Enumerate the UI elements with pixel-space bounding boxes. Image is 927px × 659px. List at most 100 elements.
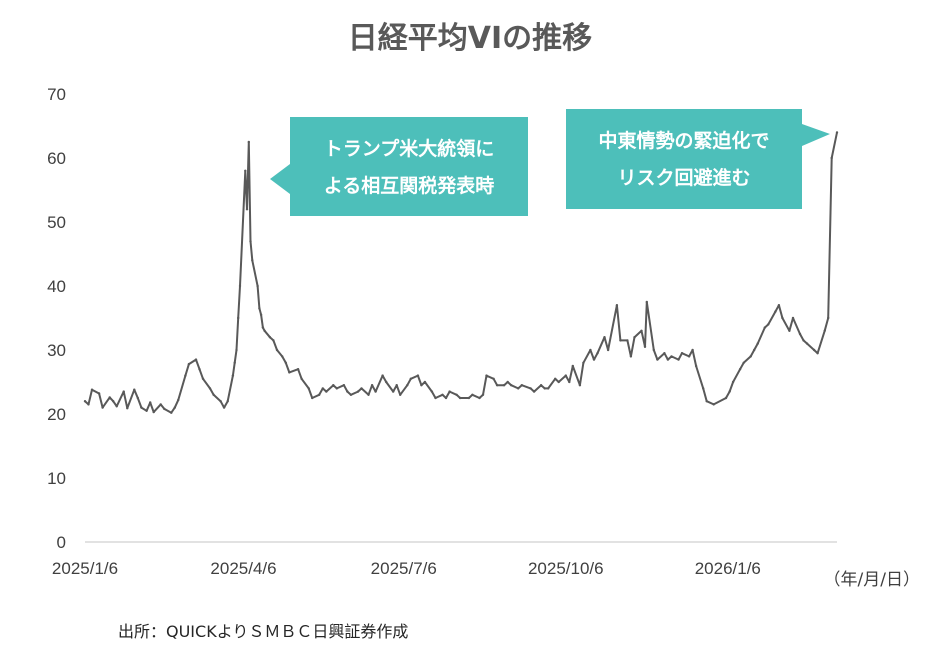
- data-point: [325, 390, 328, 393]
- data-point: [367, 393, 370, 396]
- data-point: [788, 329, 791, 332]
- data-point: [434, 396, 437, 400]
- data-point: [300, 377, 303, 380]
- data-point: [510, 384, 513, 387]
- data-point: [416, 374, 420, 377]
- data-point: [455, 393, 458, 396]
- annotation-tariff-box: [270, 117, 528, 216]
- data-point: [284, 361, 287, 364]
- data-point: [749, 355, 752, 358]
- data-point: [666, 358, 670, 361]
- y-tick-label: 20: [47, 405, 66, 424]
- data-point: [802, 339, 805, 342]
- y-tick-label: 50: [47, 213, 66, 232]
- series-line: [84, 132, 838, 414]
- data-point: [478, 396, 481, 400]
- data-point: [640, 329, 643, 332]
- data-point: [346, 390, 349, 393]
- data-point: [663, 352, 666, 355]
- x-unit-label: （年/月/日）: [824, 570, 920, 590]
- annotation-mideast-box: [566, 109, 830, 209]
- data-point: [467, 396, 471, 400]
- data-point: [321, 387, 324, 390]
- data-point: [687, 355, 691, 358]
- data-point: [441, 393, 444, 396]
- data-point: [633, 336, 636, 339]
- data-point: [506, 380, 509, 384]
- data-point: [238, 284, 242, 288]
- data-point: [335, 387, 338, 390]
- y-tick-label: 70: [47, 85, 66, 104]
- data-point: [140, 406, 143, 409]
- data-point: [670, 355, 673, 358]
- data-point: [742, 361, 745, 364]
- data-point: [791, 316, 795, 320]
- data-point: [430, 390, 434, 393]
- data-point: [152, 410, 155, 414]
- source-note: 出所：QUICKよりＳＭＢＣ日興証券作成: [118, 622, 408, 641]
- data-point: [268, 336, 272, 339]
- data-point: [108, 396, 111, 399]
- data-point: [247, 140, 250, 144]
- data-point: [184, 374, 187, 377]
- data-point: [409, 377, 412, 380]
- data-point: [258, 307, 261, 310]
- data-point: [753, 348, 756, 352]
- x-tick-label: 2026/1/6: [695, 559, 761, 578]
- data-point: [233, 361, 236, 364]
- data-point: [643, 345, 647, 348]
- data-point: [133, 388, 136, 391]
- x-tick-label: 2025/1/6: [52, 559, 118, 578]
- data-point: [705, 400, 708, 403]
- data-point: [835, 131, 839, 134]
- data-point: [275, 348, 279, 352]
- data-point: [564, 374, 567, 377]
- data-point: [517, 387, 520, 390]
- chart-title: 日経平均VIの推移: [348, 21, 592, 56]
- data-point: [163, 407, 166, 411]
- data-point: [423, 380, 427, 384]
- data-point: [619, 339, 622, 342]
- data-point: [444, 396, 448, 400]
- data-point: [349, 393, 353, 396]
- data-point: [805, 342, 809, 345]
- data-point: [159, 403, 162, 406]
- data-point: [774, 310, 777, 313]
- x-tick-label: 2025/4/6: [210, 559, 276, 578]
- data-point: [471, 393, 474, 396]
- data-point: [307, 387, 310, 390]
- data-point: [547, 387, 550, 390]
- data-point: [198, 368, 201, 371]
- data-point: [502, 384, 506, 387]
- data-point: [101, 406, 104, 409]
- data-point: [680, 352, 684, 355]
- data-point: [356, 390, 360, 393]
- data-point: [823, 329, 826, 332]
- data-point: [87, 403, 90, 406]
- data-point: [629, 355, 633, 358]
- data-point: [222, 406, 226, 409]
- data-point: [187, 362, 191, 366]
- data-point: [231, 374, 235, 377]
- data-point: [596, 352, 599, 355]
- data-point: [830, 156, 833, 160]
- data-point: [485, 374, 488, 377]
- data-point: [97, 392, 101, 395]
- data-point: [652, 348, 655, 352]
- data-point: [582, 361, 585, 364]
- data-point: [529, 387, 532, 390]
- data-point: [385, 380, 388, 384]
- data-point: [311, 396, 314, 400]
- data-point: [728, 390, 731, 393]
- data-point: [381, 374, 384, 377]
- annotation-tariff: トランプ米大統領に よる相互関税発表時: [270, 117, 528, 216]
- x-axis-ticks: 2025/1/6 2025/4/6 2025/7/6 2025/10/6 2026/1/…: [52, 559, 761, 578]
- data-point: [112, 400, 115, 403]
- y-axis-ticks: 0 10 20 30 40 50 60 70: [47, 85, 66, 552]
- data-point: [173, 406, 176, 409]
- data-point: [812, 348, 816, 352]
- data-point: [212, 393, 215, 396]
- data-point: [251, 259, 254, 262]
- data-point: [170, 411, 173, 414]
